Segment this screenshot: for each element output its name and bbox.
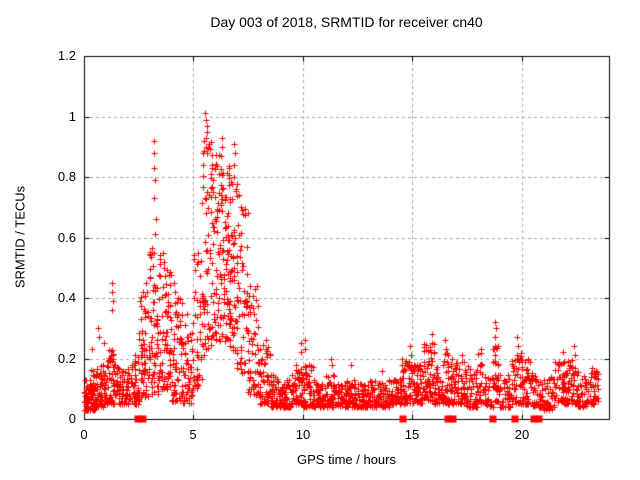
x-tick-label: 15	[404, 427, 420, 442]
x-axis-label: GPS time / hours	[297, 452, 396, 467]
y-tick-label: 0	[68, 411, 76, 426]
y-tick-label: 1	[68, 109, 76, 124]
y-tick-label: 1.2	[57, 48, 76, 63]
y-tick-label: 0.2	[57, 351, 76, 366]
x-tick-label: 0	[80, 427, 88, 442]
chart-title: Day 003 of 2018, SRMTID for receiver cn4…	[210, 14, 483, 30]
y-tick-label: 0.4	[57, 290, 76, 305]
x-tick-label: 5	[189, 427, 197, 442]
y-tick-label: 0.8	[57, 169, 76, 184]
x-tick-label: 10	[295, 427, 311, 442]
y-tick-label: 0.6	[57, 230, 76, 245]
x-tick-label: 20	[514, 427, 530, 442]
